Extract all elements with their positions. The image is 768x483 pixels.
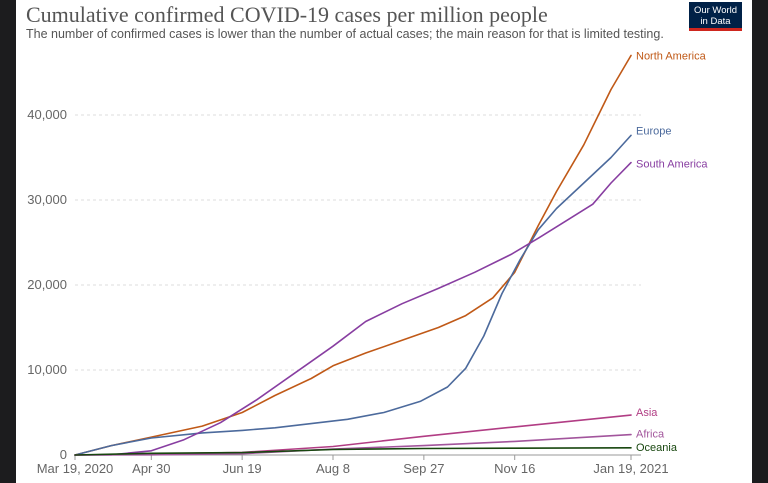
x-tick-label: Aug 8 <box>316 461 350 476</box>
series-label-europe[interactable]: Europe <box>636 125 671 137</box>
series-label-oceania[interactable]: Oceania <box>636 442 678 454</box>
y-tick-label: 0 <box>60 447 67 462</box>
x-tick-label: Nov 16 <box>494 461 535 476</box>
series-line-europe[interactable] <box>74 134 632 456</box>
owid-logo[interactable]: Our World in Data <box>689 2 742 31</box>
series-label-north-america[interactable]: North America <box>636 51 707 63</box>
x-tick-label: Apr 30 <box>132 461 170 476</box>
chart-frame: Cumulative confirmed COVID-19 cases per … <box>16 0 752 483</box>
series-line-north-america[interactable] <box>74 54 632 456</box>
y-tick-label: 30,000 <box>27 192 67 207</box>
x-tick-label: Jun 19 <box>223 461 262 476</box>
series-line-oceania[interactable] <box>74 446 632 456</box>
y-axis: 0 10,000 20,000 30,000 40,000 <box>27 107 67 462</box>
y-tick-label: 40,000 <box>27 107 67 122</box>
y-tick-label: 20,000 <box>27 277 67 292</box>
series-labels: North America Europe South America Asia Afri… <box>636 51 708 454</box>
grid-lines <box>75 114 641 456</box>
x-tick-label: Mar 19, 2020 <box>37 461 114 476</box>
y-tick-label: 10,000 <box>27 362 67 377</box>
chart-title: Cumulative confirmed COVID-19 cases per … <box>26 2 548 27</box>
series-label-africa[interactable]: Africa <box>636 429 665 441</box>
series-label-south-america[interactable]: South America <box>636 159 708 171</box>
logo-line-2: in Data <box>700 16 731 27</box>
x-tick-label: Jan 19, 2021 <box>593 461 668 476</box>
series-line-south-america[interactable] <box>74 161 632 456</box>
chart-subtitle: The number of confirmed cases is lower t… <box>26 27 664 41</box>
logo-line-1: Our World <box>693 5 738 16</box>
series-lines <box>74 54 632 456</box>
x-tick-label: Sep 27 <box>403 461 444 476</box>
line-chart: 0 10,000 20,000 30,000 40,000 Mar 19, 2020 Ap… <box>27 51 708 477</box>
x-axis: Mar 19, 2020 Apr 30 Jun 19 Aug 8 Sep 27 Nov 1… <box>37 455 669 476</box>
series-label-asia[interactable]: Asia <box>636 407 658 419</box>
